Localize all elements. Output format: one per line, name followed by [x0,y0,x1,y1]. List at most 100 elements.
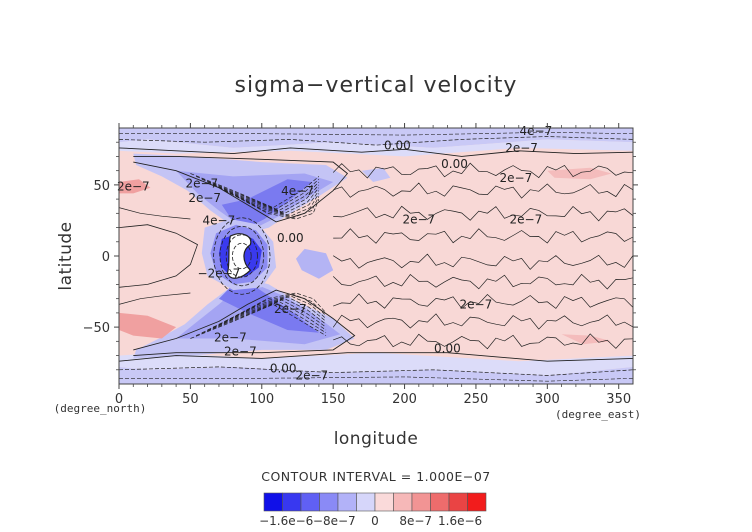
contour-line [235,195,320,220]
colorbar-tick-label: −8e−7 [313,514,356,528]
contour-line [333,182,634,199]
x-axis-unit: (degree_east) [555,408,641,421]
contour-label: 2e−7 [500,171,533,185]
contour-line [333,333,634,350]
field-region [561,334,612,345]
contour-interval-text: CONTOUR INTERVAL = 1.000E−07 [261,469,491,484]
contour-line [133,155,349,223]
contour-label: 0.00 [277,231,304,245]
contour-line [333,293,634,309]
contour-line [118,366,634,376]
contour-label: 2e−7 [460,298,493,312]
contour-line [218,187,320,216]
chart-title: sigma−vertical velocity [235,73,518,98]
contour-label: 2e−7 [185,177,218,191]
field-region [119,179,151,194]
contour-label: −2e−7 [198,266,241,280]
x-axis: 0 50 100 150 200 250 300 350 [115,123,631,407]
contour-line [213,184,320,214]
field-region [361,167,391,182]
x-tick-label: 350 [606,392,631,407]
contour-label: 4e−7 [203,214,236,228]
x-tick-label: 150 [321,392,346,407]
y-tick-label: −50 [83,321,110,336]
colorbar-swatch [374,492,394,512]
colorbar-swatch [263,492,283,512]
contour-label: 4e−7 [281,184,314,198]
contour-line [190,173,320,208]
colorbar-tick-label: 0 [371,514,379,528]
contour-label: 2e−7 [295,369,328,383]
x-tick-label: 200 [392,392,417,407]
colorbar-tick-label: 8e−7 [399,514,432,528]
contour-label: 2e−7 [214,330,247,344]
contour-label: 0.00 [441,157,468,171]
x-tick-label: 50 [182,392,199,407]
colorbar-swatch [282,492,302,512]
field-region [296,248,334,279]
colorbar-tick-label: −1.6e−6 [259,514,313,528]
y-axis-unit: (degree_north) [54,402,147,415]
contour-line [118,224,198,288]
contour-line [332,162,634,179]
colorbar-swatch [448,492,468,512]
contour-label: 2e−7 [117,180,150,194]
contour-line [207,299,327,331]
contour-line [333,253,634,270]
contour-line [231,242,252,270]
x-tick-label: 300 [535,392,560,407]
colorbar-swatch [319,492,339,512]
contour-label: 0.00 [384,138,411,152]
contour-line [333,228,634,244]
contour-line [190,304,327,339]
contour-line [118,136,634,146]
colorbar-swatch [337,492,357,512]
x-tick-label: 0 [115,392,123,407]
contour-line [118,147,634,157]
undefined-region [226,233,252,279]
field-region [119,312,177,339]
colorbar-swatch [393,492,413,512]
colorbar-swatch [411,492,431,512]
contour-line [119,376,634,382]
field-region [221,179,312,228]
y-axis-label: latitude [56,221,76,290]
contour-line [118,207,191,220]
contour-line [333,205,634,222]
contour-line [201,301,327,334]
contour-line [118,292,191,305]
y-axis: 50 0 −50 [83,141,638,371]
contour-line [225,234,258,278]
x-tick-label: 100 [249,392,274,407]
contour-line-layer [118,131,634,382]
contour-line [118,352,634,362]
contour-label: 0.00 [434,342,461,356]
field-region [119,352,633,376]
field-region [119,139,633,157]
contour-label: 2e−7 [224,345,257,359]
contour-label: 0.00 [270,362,297,376]
colorbar-tick-label: 1.6e−6 [438,514,482,528]
y-tick-label: 0 [102,250,110,265]
contour-line [218,296,327,325]
contour-label: 2e−7 [510,212,543,226]
colorbar-swatch [467,492,487,512]
contour-line [332,313,634,330]
contour-line [332,273,634,290]
contour-line [207,181,320,213]
shaded-field-layer [119,128,633,384]
contour-line [213,298,327,328]
x-tick-label: 250 [464,392,489,407]
contour-label: 2e−7 [402,212,435,226]
x-axis-label: longitude [334,429,419,449]
y-tick-label: 50 [93,179,110,194]
colorbar-swatch [430,492,450,512]
contour-label: 2e−7 [188,191,221,205]
contour-line [219,225,265,287]
contour-label: 2e−7 [505,141,538,155]
contour-label: 2e−7 [274,302,307,316]
contour-line [119,131,634,136]
